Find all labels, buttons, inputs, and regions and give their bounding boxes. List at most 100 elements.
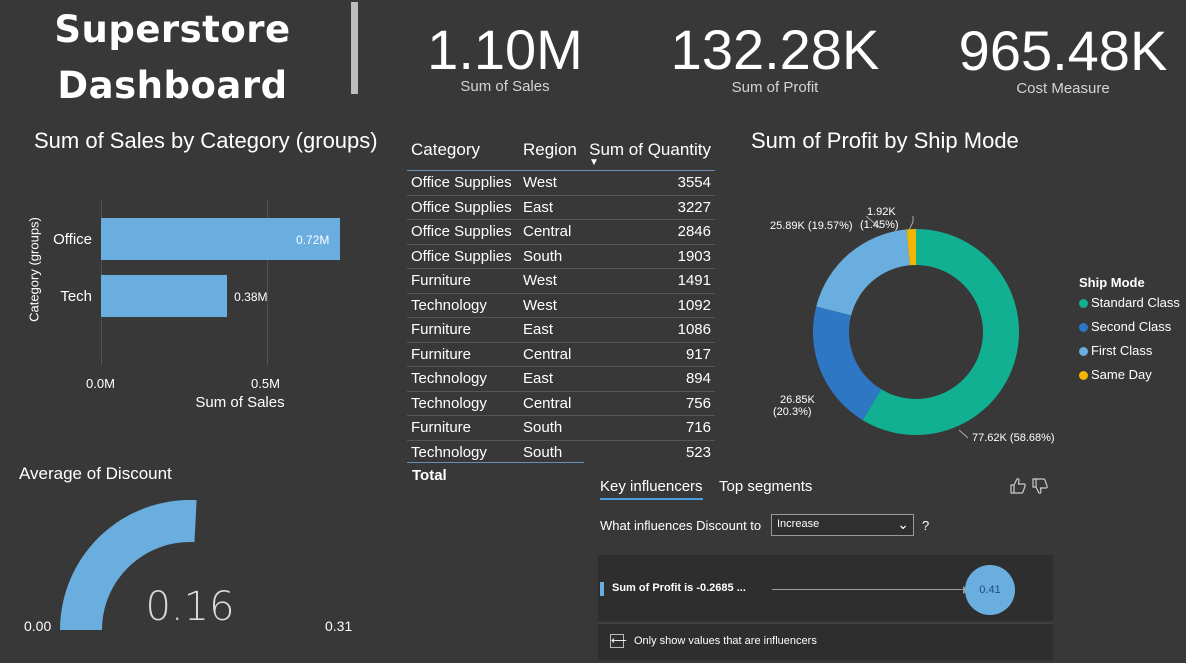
- dashboard-title-line1: Superstore: [54, 8, 291, 51]
- col-header-category[interactable]: Category: [411, 140, 480, 159]
- cell-region: South: [519, 415, 585, 440]
- cell-quantity: 1092: [585, 292, 715, 318]
- kpi-sales-label: Sum of Sales: [460, 78, 550, 95]
- gauge-value: 0.16: [145, 584, 235, 630]
- cell-region: South: [519, 439, 585, 464]
- sales-chart-y-axis-title: Category (groups): [26, 217, 42, 322]
- donut-label-first-class: 25.89K (19.57%): [770, 220, 853, 232]
- legend-same-day[interactable]: Same Day: [1079, 367, 1152, 382]
- x-tick-05: 0.5M: [251, 376, 280, 391]
- grid-line-05: [267, 200, 268, 365]
- tab-top-segments[interactable]: Top segments: [719, 478, 813, 495]
- factor-marker: [600, 582, 604, 596]
- cell-category: Furniture: [407, 317, 519, 342]
- donut-slice-first[interactable]: [816, 229, 910, 316]
- thumbs-up-icon[interactable]: [1009, 477, 1027, 495]
- cell-region: West: [519, 170, 585, 195]
- cell-category: Office Supplies: [407, 243, 519, 269]
- cell-quantity: 1491: [585, 268, 715, 293]
- legend-second-class[interactable]: Second Class: [1079, 319, 1171, 334]
- cell-region: East: [519, 317, 585, 342]
- cell-quantity: 1903: [585, 243, 715, 269]
- kpi-profit-label: Sum of Profit: [731, 79, 819, 96]
- kpi-sales-value: 1.10M: [427, 18, 583, 81]
- legend-dot-first: [1079, 347, 1088, 357]
- table-row[interactable]: Furniture South 716: [407, 415, 715, 440]
- discount-gauge: [60, 500, 197, 630]
- col-header-region[interactable]: Region: [523, 140, 577, 159]
- legend-standard-class[interactable]: Standard Class: [1079, 295, 1180, 310]
- cell-category: Office Supplies: [407, 194, 519, 220]
- bar-label-office: 0.72M: [296, 233, 330, 247]
- cell-region: Central: [519, 341, 585, 367]
- bar-category-office: Office: [53, 231, 92, 248]
- arrow-left-icon[interactable]: ⟵: [610, 634, 627, 648]
- cell-category: Technology: [407, 390, 519, 416]
- table-row[interactable]: Office Supplies Central 2846: [407, 219, 715, 244]
- leader-standard-class: [958, 429, 969, 439]
- cell-quantity: 917: [585, 341, 715, 367]
- increase-select[interactable]: Increase ⌄: [771, 514, 914, 536]
- cell-category: Furniture: [407, 268, 519, 293]
- help-icon[interactable]: ?: [922, 518, 930, 533]
- donut-label-second-pct: (20.3%): [773, 406, 812, 418]
- influencer-bottom-bar: [598, 623, 1053, 660]
- legend-dot-same-day: [1079, 371, 1088, 381]
- cell-region: Central: [519, 219, 585, 244]
- table-row[interactable]: Technology South 523: [407, 439, 715, 464]
- legend-label-first: First Class: [1091, 343, 1153, 358]
- cell-quantity: 2846: [585, 219, 715, 244]
- cell-category: Furniture: [407, 415, 519, 440]
- donut-slice-same-day[interactable]: [906, 229, 916, 266]
- donut-slice-standard[interactable]: [862, 229, 1019, 435]
- bar-category-tech: Tech: [60, 288, 92, 305]
- cell-quantity: 523: [585, 439, 715, 464]
- cell-quantity: 1086: [585, 317, 715, 342]
- cell-region: East: [519, 366, 585, 391]
- donut-label-second-value: 26.85K: [780, 394, 815, 406]
- donut-slice-second[interactable]: [813, 306, 882, 421]
- cell-category: Furniture: [407, 341, 519, 367]
- tab-key-influencers[interactable]: Key influencers: [600, 478, 703, 500]
- table-row[interactable]: Technology East 894: [407, 366, 715, 391]
- cell-region: Central: [519, 390, 585, 416]
- leader-same-day: [908, 216, 914, 231]
- cell-region: West: [519, 268, 585, 293]
- table-row[interactable]: Furniture East 1086: [407, 317, 715, 342]
- factor-line: [772, 589, 966, 590]
- gauge-fill-arc: [60, 500, 197, 630]
- increase-select-value: Increase: [777, 518, 820, 530]
- bar-office[interactable]: [101, 218, 341, 260]
- table-row[interactable]: Furniture West 1491: [407, 268, 715, 293]
- table-row[interactable]: Office Supplies West 3554: [407, 170, 715, 195]
- table-row[interactable]: Technology Central 756: [407, 390, 715, 416]
- dashboard-title-line2: Dashboard: [57, 64, 288, 107]
- legend-label-same-day: Same Day: [1091, 367, 1152, 382]
- legend-dot-standard: [1079, 299, 1088, 309]
- cell-region: West: [519, 292, 585, 318]
- table-row[interactable]: Furniture Central 917: [407, 341, 715, 367]
- table-row[interactable]: Office Supplies South 1903: [407, 243, 715, 269]
- sort-desc-icon: ▼: [589, 157, 599, 168]
- cell-quantity: 756: [585, 390, 715, 416]
- table-row[interactable]: Technology West 1092: [407, 292, 715, 318]
- col-header-quantity-label: Sum of Quantity: [589, 140, 711, 159]
- bar-tech[interactable]: [101, 275, 228, 317]
- cell-category: Technology: [407, 292, 519, 318]
- legend-title: Ship Mode: [1079, 275, 1145, 290]
- thumbs-down-icon[interactable]: [1031, 477, 1049, 495]
- col-header-quantity[interactable]: Sum of Quantity ▼: [585, 130, 715, 171]
- legend-first-class[interactable]: First Class: [1079, 343, 1152, 358]
- x-tick-0: 0.0M: [86, 376, 115, 391]
- only-show-influencers-label[interactable]: Only show values that are influencers: [634, 635, 817, 647]
- influence-bubble[interactable]: 0.41: [965, 565, 1015, 615]
- donut-label-same-day-value: 1.92K: [867, 206, 896, 218]
- gauge-title: Average of Discount: [19, 464, 172, 483]
- gauge-max: 0.31: [325, 618, 353, 634]
- cell-category: Office Supplies: [407, 219, 519, 244]
- table-total-row: Total: [407, 462, 584, 488]
- influencer-factor[interactable]: Sum of Profit is -0.2685 ...: [612, 582, 746, 594]
- cell-quantity: 3227: [585, 194, 715, 220]
- table-row[interactable]: Office Supplies East 3227: [407, 194, 715, 220]
- kpi-profit-value: 132.28K: [670, 18, 880, 81]
